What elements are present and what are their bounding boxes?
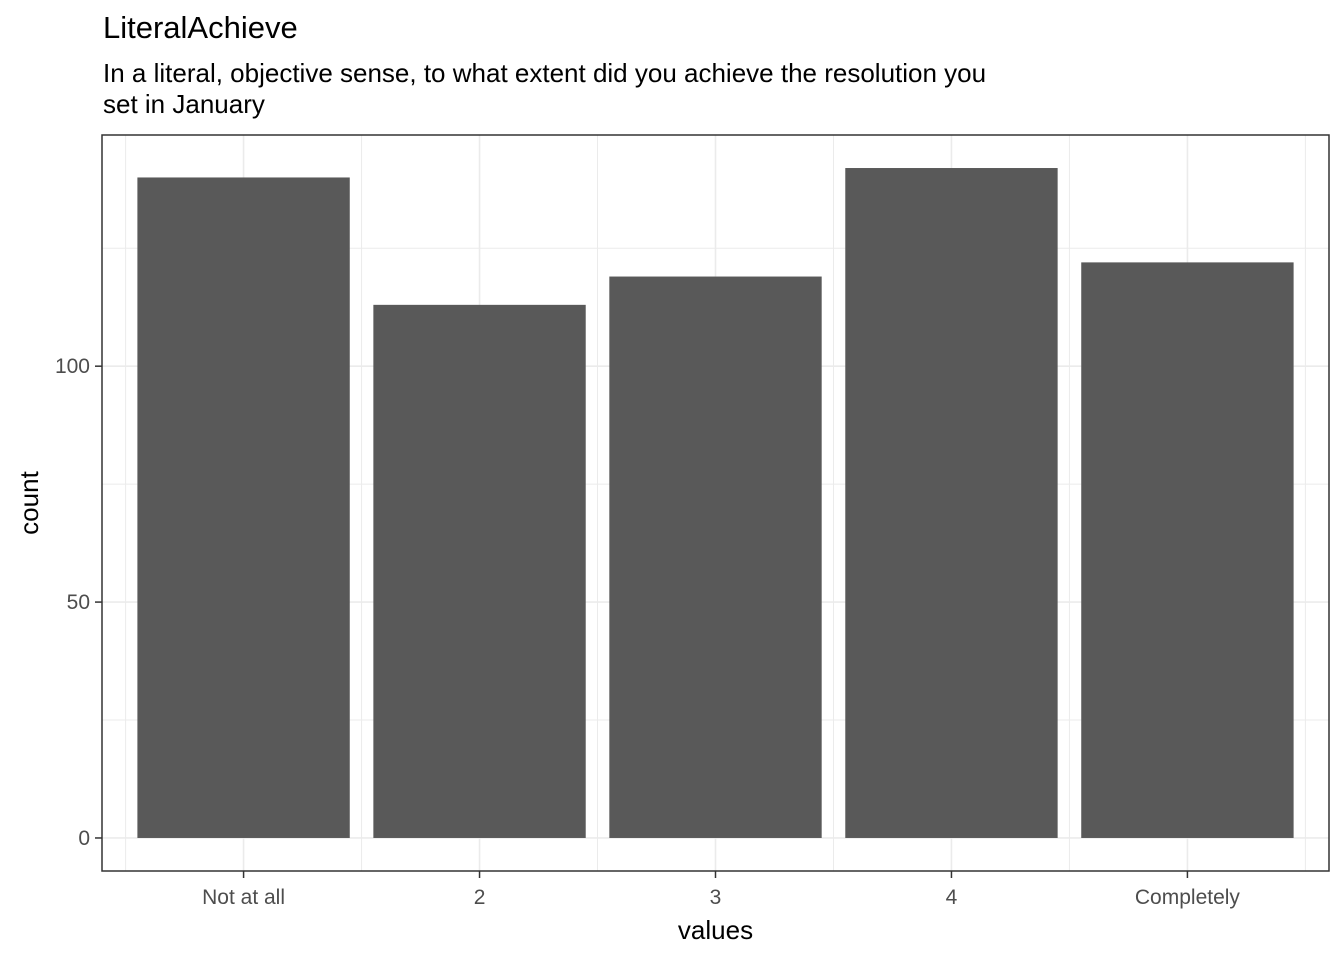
- chart-subtitle: In a literal, objective sense, to what e…: [103, 58, 987, 119]
- bar-completely: [1081, 262, 1294, 838]
- y-axis-title: count: [14, 470, 44, 534]
- bar-3: [609, 276, 822, 838]
- y-tick-label: 100: [55, 355, 90, 378]
- x-tick-label: 2: [474, 886, 486, 909]
- bar-4: [845, 168, 1058, 838]
- x-tick-label: 4: [946, 886, 958, 909]
- bars: [137, 168, 1294, 838]
- x-tick-label: Not at all: [202, 886, 285, 909]
- chart-title: LiteralAchieve: [103, 10, 298, 45]
- x-axis-title: values: [678, 915, 753, 945]
- x-tick-label: 3: [710, 886, 722, 909]
- x-tick-label: Completely: [1135, 886, 1241, 909]
- bar-not-at-all: [137, 177, 350, 838]
- bar-2: [373, 304, 586, 838]
- y-tick-label: 50: [67, 591, 90, 614]
- y-tick-label: 0: [78, 827, 90, 850]
- axes: 0 50 100 Not at all 2 3 4 Completely: [55, 355, 1240, 909]
